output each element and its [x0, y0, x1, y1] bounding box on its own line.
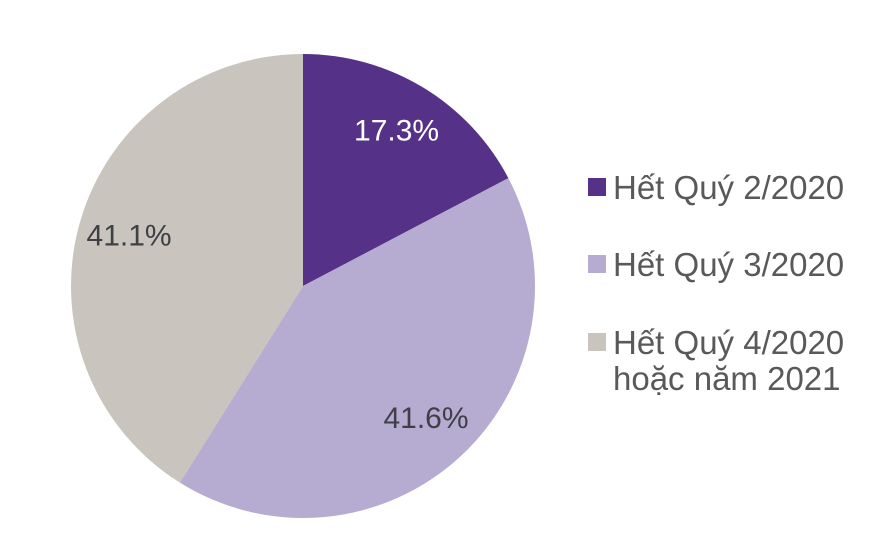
legend-label-quy2-2020: Hết Quý 2/2020	[613, 169, 845, 206]
slice-value-label-2: 41.1%	[87, 220, 172, 253]
legend-label-quy3-2020: Hết Quý 3/2020	[613, 246, 845, 284]
legend-swatch-quy2-2020	[588, 178, 606, 196]
legend-item-quy3-2020: Hết Quý 3/2020	[588, 246, 845, 284]
slice-value-label-1: 41.6%	[383, 402, 468, 435]
legend-swatch-quy4-2020-nam-2021	[588, 332, 606, 351]
legend-label-quy4-2020-nam-2021: Hết Quý 4/2020 hoặc năm 2021	[613, 323, 845, 397]
legend: Hết Quý 2/2020 Hết Quý 3/2020 Hết Quý 4/…	[588, 169, 845, 398]
legend-swatch-quy3-2020	[588, 255, 606, 274]
pie-slice-1	[179, 178, 535, 518]
legend-item-quy2-2020: Hết Quý 2/2020	[588, 169, 845, 206]
legend-item-quy4-2020-nam-2021: Hết Quý 4/2020 hoặc năm 2021	[588, 323, 845, 398]
pie-slice-2	[71, 54, 303, 483]
pie-slice-0	[303, 54, 509, 286]
slice-value-label-0: 17.3%	[354, 115, 439, 148]
